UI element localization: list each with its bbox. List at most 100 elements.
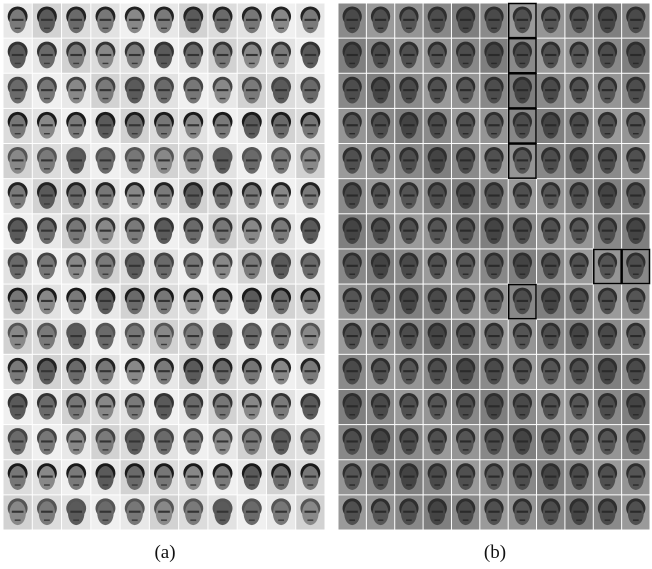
face-mouth [378,484,384,485]
face [273,115,289,139]
face [302,290,318,314]
face-mouth [278,344,284,345]
face-mouth [491,63,497,64]
face-eyes [347,124,358,126]
face-eyes [517,265,528,267]
face-eyes [246,265,258,267]
face [185,501,201,525]
face-eyes [460,230,471,232]
face [458,466,474,490]
face [273,150,289,174]
face-eyes [158,511,170,513]
face-mouth [463,274,469,275]
face-eyes [545,335,556,337]
face-eyes [347,370,358,372]
face-eyes [41,230,53,232]
face-mouth [103,484,109,485]
face [39,150,55,174]
face [571,255,587,279]
face-eyes [602,230,613,232]
face-mouth [349,344,355,345]
face-eyes [545,124,556,126]
face [344,220,360,244]
face-mouth [349,449,355,450]
face-mouth [406,63,412,64]
face-mouth [406,449,412,450]
face-mouth [190,168,196,169]
face-eyes [375,440,386,442]
face [543,9,559,33]
face-mouth [220,28,226,29]
face [127,185,143,209]
face-mouth [576,484,582,485]
face-eyes [158,265,170,267]
face-eyes [41,476,53,478]
face-eyes [403,476,414,478]
face-mouth [349,414,355,415]
face [401,150,417,174]
face-mouth [406,519,412,520]
face [214,431,230,455]
face-eyes [217,265,229,267]
face [244,326,260,350]
face [429,44,445,68]
face-eyes [630,194,641,196]
face-eyes [573,300,584,302]
face-eyes [246,440,258,442]
face-mouth [15,98,21,99]
face-mouth [406,168,412,169]
face [401,326,417,350]
face-mouth [220,309,226,310]
face-mouth [548,379,554,380]
face [68,326,84,350]
face [458,115,474,139]
face-eyes [573,54,584,56]
face [9,396,25,420]
face [244,185,260,209]
face-mouth [73,519,79,520]
face [486,466,502,490]
face-mouth [44,203,50,204]
face-mouth [463,344,469,345]
face-mouth [434,519,440,520]
face-mouth [605,414,611,415]
face-eyes [129,89,141,91]
face [628,361,644,385]
face [9,431,25,455]
face-eyes [275,405,287,407]
face [373,466,389,490]
face-mouth [132,98,138,99]
face [600,361,616,385]
face-mouth [434,238,440,239]
face-eyes [432,89,443,91]
face-mouth [190,238,196,239]
face [571,396,587,420]
face-eyes [460,476,471,478]
face-mouth [378,519,384,520]
face-mouth [548,309,554,310]
face-mouth [307,309,313,310]
face [244,150,260,174]
face [429,150,445,174]
face-mouth [491,519,497,520]
face [302,115,318,139]
face-eyes [100,476,112,478]
face-mouth [434,98,440,99]
face-eyes [517,159,528,161]
face [97,501,113,525]
face-mouth [44,63,50,64]
face-mouth [434,414,440,415]
face-eyes [630,511,641,513]
face-mouth [44,98,50,99]
face [373,220,389,244]
face-mouth [132,449,138,450]
face [156,290,172,314]
face-eyes [460,124,471,126]
face [514,9,530,33]
face-eyes [432,124,443,126]
face-eyes [488,511,499,513]
face-mouth [520,449,526,450]
face-mouth [434,28,440,29]
face-mouth [278,414,284,415]
face [156,501,172,525]
